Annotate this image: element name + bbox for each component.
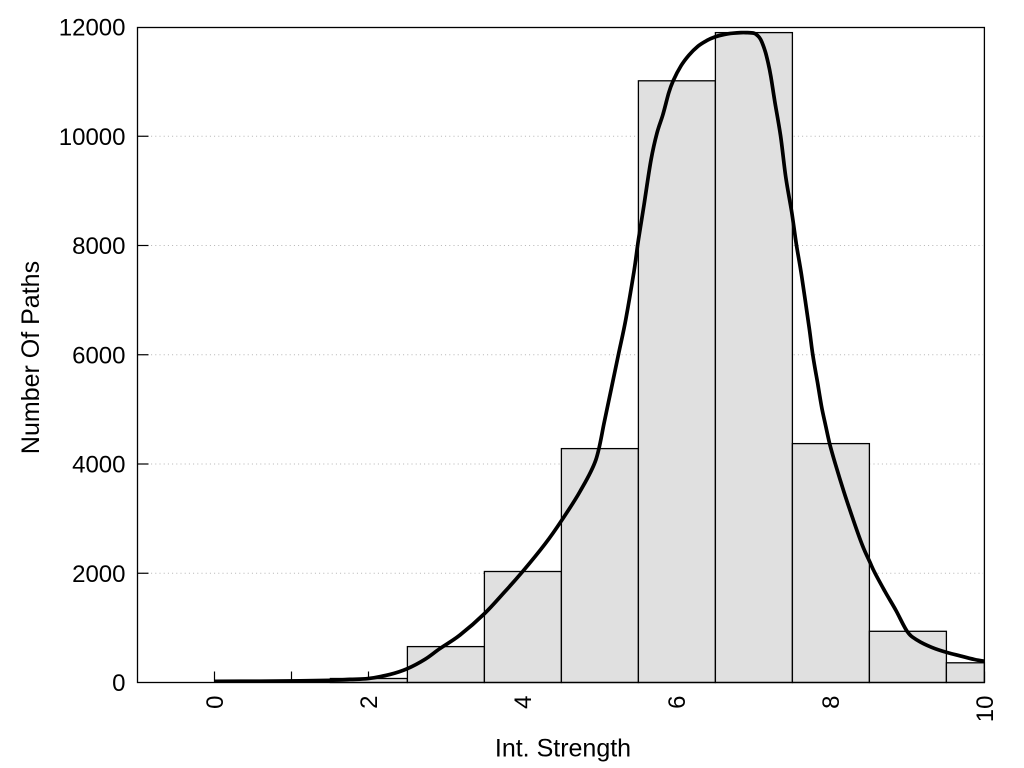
svg-text:Number Of Paths: Number Of Paths (17, 261, 45, 454)
svg-text:4: 4 (510, 696, 537, 709)
svg-text:8000: 8000 (72, 233, 125, 260)
svg-text:10000: 10000 (59, 124, 126, 151)
svg-text:6: 6 (664, 696, 691, 709)
svg-text:Int. Strength: Int. Strength (495, 735, 631, 763)
svg-text:8: 8 (818, 696, 845, 709)
svg-text:12000: 12000 (59, 15, 126, 42)
svg-text:10: 10 (972, 696, 999, 723)
svg-text:2000: 2000 (72, 561, 125, 588)
svg-text:4000: 4000 (72, 452, 125, 479)
svg-text:0: 0 (112, 670, 125, 697)
svg-text:2: 2 (356, 696, 383, 709)
svg-text:6000: 6000 (72, 342, 125, 369)
svg-text:0: 0 (202, 696, 229, 709)
